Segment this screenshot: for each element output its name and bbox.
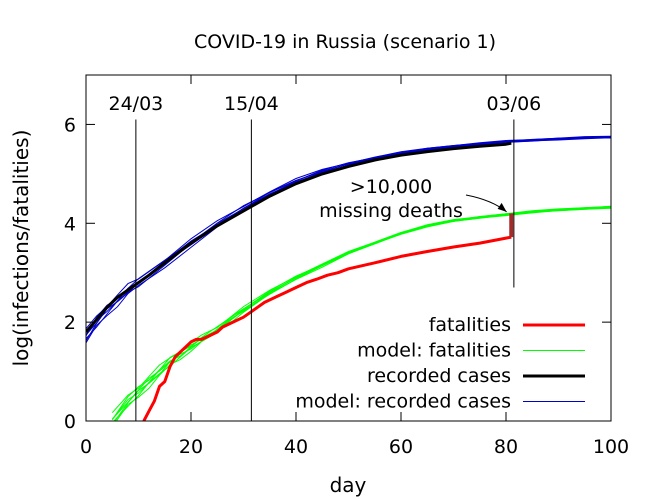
annotation-line: >10,000 [350, 176, 432, 198]
y-tick-label: 0 [64, 411, 76, 433]
x-tick-label: 20 [179, 436, 203, 458]
series-line [111, 205, 611, 414]
event-label: 15/04 [224, 93, 279, 115]
series-line [86, 141, 512, 333]
event-label: 24/03 [108, 93, 163, 115]
annotation-arrowhead [497, 202, 507, 212]
series-line [86, 137, 611, 344]
annotation: >10,000 missing deaths [319, 176, 514, 238]
legend-label: model: fatalities [357, 340, 511, 362]
annotation-line: missing deaths [319, 200, 463, 222]
legend-label: model: recorded cases [295, 391, 511, 413]
event-markers: 24/03 15/04 03/06 [108, 93, 541, 421]
event-label: 03/06 [486, 93, 541, 115]
series-line [142, 235, 512, 421]
series-recorded-cases [86, 141, 512, 333]
series-model-fatalities [111, 205, 611, 421]
x-tick-label: 40 [284, 436, 308, 458]
series-line [86, 137, 611, 339]
y-tick-label: 4 [64, 213, 76, 235]
legend: fatalities model: fatalities recorded case… [295, 314, 585, 413]
y-tick-label: 2 [64, 312, 76, 334]
x-tick-label: 100 [593, 436, 629, 458]
plot-frame [85, 74, 612, 422]
series-line [111, 206, 611, 420]
y-tick-label: 6 [64, 114, 76, 136]
axes [85, 74, 612, 422]
ticks: 0 20 40 60 80 100 0 2 4 6 [64, 75, 629, 458]
x-tick-label: 60 [389, 436, 413, 458]
chart-title: COVID-19 in Russia (scenario 1) [194, 31, 496, 53]
x-axis-label: day [330, 473, 367, 497]
series-line [111, 206, 611, 420]
legend-label: fatalities [429, 314, 511, 336]
series-line [111, 205, 611, 420]
series-line [86, 135, 611, 330]
y-axis-label: log(infections/fatalities) [9, 130, 33, 367]
x-tick-label: 0 [80, 436, 92, 458]
plot-area [86, 135, 611, 421]
series-line [86, 137, 611, 342]
x-tick-label: 80 [494, 436, 518, 458]
series-fatalities [142, 235, 512, 421]
legend-label: recorded cases [367, 365, 511, 387]
